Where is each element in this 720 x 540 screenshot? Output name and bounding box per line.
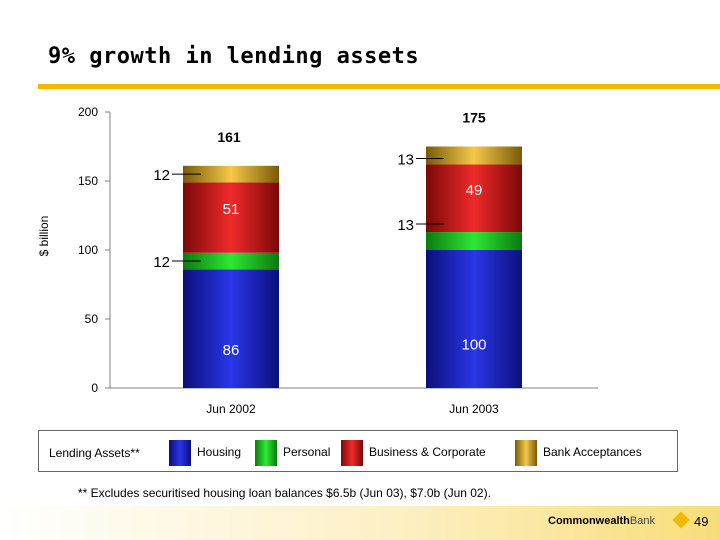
footer-bar <box>0 506 720 540</box>
legend-swatch-housing <box>169 440 191 466</box>
segment-label-housing: 100 <box>461 336 486 353</box>
bar-segment-bank-acceptances <box>183 165 279 183</box>
bar-layer <box>183 146 522 388</box>
bar-segment-business-corporate <box>426 164 522 233</box>
legend-swatch-bank-acceptances <box>515 440 537 466</box>
segment-label-business-corporate: 51 <box>223 201 240 218</box>
bar-segment-bank-acceptances <box>426 146 522 165</box>
segment-label-business-corporate: 49 <box>466 182 483 199</box>
y-tick-label: 200 <box>78 105 98 119</box>
legend-swatch-personal <box>255 440 277 466</box>
legend-item-bank-acceptances: Bank Acceptances <box>515 440 642 466</box>
legend-label-bank-acceptances: Bank Acceptances <box>543 445 642 459</box>
legend: Lending Assets** Housing Personal Busine… <box>38 430 678 472</box>
legend-swatch-business-corporate <box>341 440 363 466</box>
segment-label-housing: 86 <box>223 342 240 359</box>
y-tick-label: 50 <box>85 312 99 326</box>
x-tick-label: Jun 2002 <box>206 402 256 416</box>
legend-label-housing: Housing <box>197 445 242 459</box>
bar-total-label: 175 <box>462 110 486 126</box>
y-axis-label: $ billion <box>37 216 51 257</box>
bar-segment-business-corporate <box>183 182 279 253</box>
bar-total-label: 161 <box>217 129 241 145</box>
page-number: 49 <box>694 514 709 529</box>
title-underline <box>38 84 720 89</box>
segment-label-personal: 13 <box>397 217 414 234</box>
lending-assets-chart: 0 50 100 150 200 $ billion Jun 2002 161 86 51 12 1… <box>37 105 598 417</box>
y-tick-label: 100 <box>78 243 98 257</box>
legend-item-business-corporate: Business & Corporate <box>341 440 486 466</box>
footnote: ** Excludes securitised housing loan bal… <box>78 486 491 500</box>
legend-label-personal: Personal <box>283 445 331 459</box>
segment-label-bank-acceptances: 12 <box>153 167 170 184</box>
legend-label-business-corporate: Business & Corporate <box>369 445 486 459</box>
label-layer: Jun 2002 161 86 51 12 12 Jun 2003 175 100 49 13 13 <box>153 110 499 417</box>
bar-segment-personal <box>183 252 279 270</box>
segment-label-personal: 12 <box>153 254 170 271</box>
bar-segment-personal <box>426 232 522 250</box>
legend-item-housing: Housing <box>169 440 241 466</box>
legend-lead-label: Lending Assets** <box>49 446 140 460</box>
brand-logo: CommonwealthBank <box>548 515 655 527</box>
brand-name-suffix: Bank <box>629 515 655 527</box>
y-tick-label: 150 <box>78 174 98 188</box>
legend-item-personal: Personal <box>255 440 330 466</box>
bar-segment-housing <box>183 269 279 388</box>
page-title: 9% growth in lending assets <box>48 44 420 69</box>
y-tick-label: 0 <box>91 381 98 395</box>
segment-label-bank-acceptances: 13 <box>397 152 414 169</box>
bar-segment-housing <box>426 250 522 388</box>
brand-name: Commonwealth <box>548 515 630 527</box>
x-tick-label: Jun 2003 <box>449 402 499 416</box>
